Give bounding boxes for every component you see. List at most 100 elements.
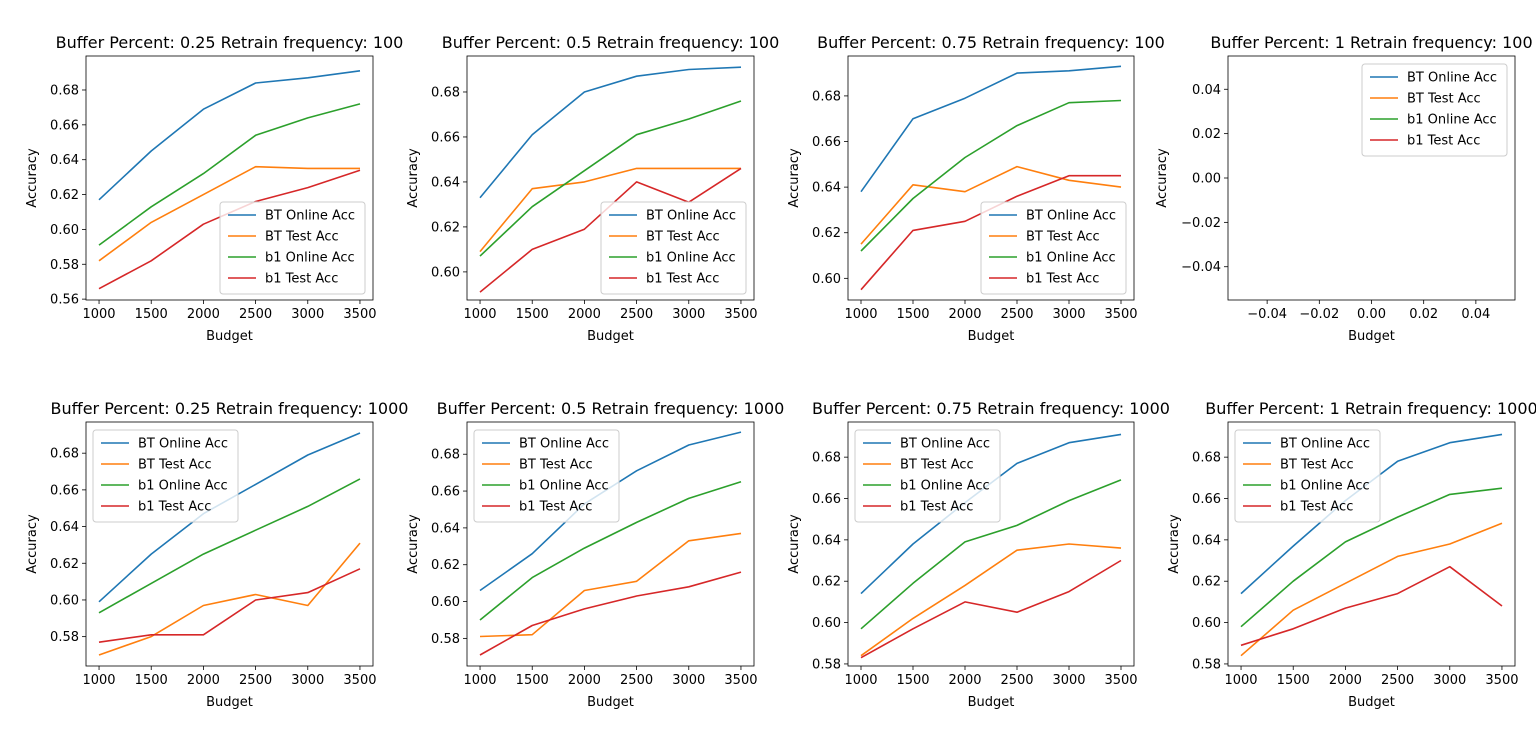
- y-tick-label: 0.66: [431, 130, 460, 145]
- x-tick-label: 2500: [1381, 673, 1414, 688]
- series-line-1: [479, 66, 742, 199]
- subplot-title: Buffer Percent: 1 Retrain frequency: 100: [1210, 33, 1532, 52]
- legend-label: BT Test Acc: [1280, 458, 1354, 473]
- x-tick-label: 0.02: [1409, 307, 1438, 322]
- y-tick-label: 0.58: [812, 657, 841, 672]
- x-tick-label: 0.04: [1461, 307, 1490, 322]
- x-tick-label: 2500: [1000, 307, 1033, 322]
- series-line-3: [98, 103, 361, 246]
- y-tick-label: 0.68: [431, 85, 460, 100]
- series-line-4: [479, 571, 742, 656]
- x-tick-label: 3500: [343, 307, 376, 322]
- series-line-2: [860, 165, 1122, 245]
- y-tick-label: 0.60: [812, 272, 841, 287]
- subplot-8: 1000 1500 2000 2500 3000 3500 0.58 0.60 0.62 0.64…: [1167, 399, 1536, 710]
- x-tick-label: 2000: [568, 673, 601, 688]
- y-tick-label: 0.60: [1192, 616, 1221, 631]
- x-tick-label: 2500: [620, 307, 653, 322]
- legend-label: BT Test Acc: [265, 230, 339, 245]
- x-tick-label: 2000: [948, 673, 981, 688]
- subplot-title: Buffer Percent: 0.5 Retrain frequency: 1…: [437, 399, 785, 418]
- series-line-2: [98, 165, 360, 262]
- y-tick-label: 0.68: [812, 89, 841, 104]
- x-tick-label: 3500: [1104, 307, 1137, 322]
- subplot-title: Buffer Percent: 0.75 Retrain frequency: …: [812, 399, 1170, 418]
- x-tick-label: 1000: [463, 307, 496, 322]
- legend-label: b1 Online Acc: [265, 251, 355, 266]
- x-tick-label: 1000: [1224, 673, 1257, 688]
- x-axis-label: Budget: [1348, 329, 1395, 344]
- x-tick-label: 3000: [291, 307, 324, 322]
- legend-label: b1 Online Acc: [138, 479, 228, 494]
- y-tick-label: 0.66: [50, 483, 79, 498]
- legend: BT Online Acc BT Test Acc b1 Online Acc b1 …: [1234, 429, 1381, 523]
- legend-label: b1 Test Acc: [1026, 272, 1099, 287]
- y-tick-label: 0.04: [1192, 83, 1221, 98]
- y-tick-label: 0.00: [1192, 172, 1221, 187]
- y-axis-label: Accuracy: [406, 514, 421, 574]
- y-tick-label: 0.62: [1192, 575, 1221, 590]
- legend: BT Online Acc BT Test Acc b1 Online Acc b1 …: [980, 201, 1127, 295]
- x-tick-label: 3500: [724, 307, 757, 322]
- x-tick-label: 1000: [463, 673, 496, 688]
- series-line-1: [98, 70, 361, 201]
- x-tick-label: 3000: [1433, 673, 1466, 688]
- legend: BT Online Acc BT Test Acc b1 Online Acc b1 …: [854, 429, 1001, 523]
- y-tick-label: 0.62: [50, 557, 79, 572]
- legend-label: b1 Online Acc: [1280, 479, 1370, 494]
- subplot-5: 1000 1500 2000 2500 3000 3500 0.58 0.60 0.62 0.64…: [25, 399, 408, 710]
- y-tick-label: 0.66: [1192, 492, 1221, 507]
- y-tick-label: 0.60: [812, 616, 841, 631]
- series-line-3: [98, 478, 361, 614]
- series-line-3: [860, 479, 1122, 630]
- legend: BT Online Acc BT Test Acc b1 Online Acc b1 …: [473, 429, 620, 523]
- series-line-3: [479, 481, 742, 621]
- legend-label: b1 Test Acc: [519, 500, 592, 515]
- y-axis-label: Accuracy: [1155, 148, 1170, 208]
- series-line-4: [98, 568, 361, 643]
- y-tick-label: 0.60: [50, 593, 79, 608]
- legend-label: BT Test Acc: [900, 458, 974, 473]
- legend-box: [980, 201, 1127, 295]
- y-axis-label: Accuracy: [406, 148, 421, 208]
- y-axis-label: Accuracy: [25, 514, 40, 574]
- legend-label: b1 Online Acc: [1026, 251, 1116, 266]
- y-tick-label: 0.68: [50, 447, 79, 462]
- legend: BT Online Acc BT Test Acc b1 Online Acc b1 …: [600, 201, 747, 295]
- legend-label: b1 Test Acc: [646, 272, 719, 287]
- x-tick-label: 1500: [516, 307, 549, 322]
- subplot-7: 1000 1500 2000 2500 3000 3500 0.58 0.60 0.62 0.64…: [787, 399, 1170, 710]
- legend-box: [1361, 63, 1508, 157]
- legend-label: BT Online Acc: [265, 209, 355, 224]
- x-tick-label: −0.04: [1247, 307, 1287, 322]
- y-tick-label: 0.64: [50, 153, 79, 168]
- subplot-6: 1000 1500 2000 2500 3000 3500 0.58 0.60 0.62 0.64…: [406, 399, 784, 710]
- x-tick-label: 3000: [1052, 307, 1085, 322]
- series-line-2: [1240, 522, 1503, 657]
- x-tick-label: 1500: [516, 673, 549, 688]
- series-line-1: [860, 65, 1122, 193]
- x-tick-label: 2000: [187, 307, 220, 322]
- subplot-title: Buffer Percent: 0.25 Retrain frequency: …: [51, 399, 409, 418]
- y-tick-label: 0.64: [1192, 533, 1221, 548]
- x-axis-label: Budget: [587, 329, 634, 344]
- x-tick-label: 2500: [239, 307, 272, 322]
- axes-frame: [466, 55, 755, 301]
- x-tick-label: 2000: [187, 673, 220, 688]
- x-tick-label: 1500: [1277, 673, 1310, 688]
- series-line-4: [1240, 565, 1503, 647]
- legend-label: BT Online Acc: [646, 209, 736, 224]
- y-tick-label: 0.64: [50, 520, 79, 535]
- x-tick-label: 1000: [844, 307, 877, 322]
- y-tick-label: 0.64: [431, 521, 460, 536]
- y-tick-label: 0.02: [1192, 127, 1221, 142]
- legend-label: BT Online Acc: [519, 437, 609, 452]
- x-tick-label: 1000: [82, 673, 115, 688]
- x-tick-label: 1500: [135, 673, 168, 688]
- legend-label: BT Online Acc: [1280, 437, 1370, 452]
- y-tick-label: 0.62: [50, 188, 79, 203]
- x-tick-label: 2500: [239, 673, 272, 688]
- legend-box: [1234, 429, 1381, 523]
- y-tick-label: 0.62: [431, 558, 460, 573]
- x-axis-label: Budget: [968, 329, 1015, 344]
